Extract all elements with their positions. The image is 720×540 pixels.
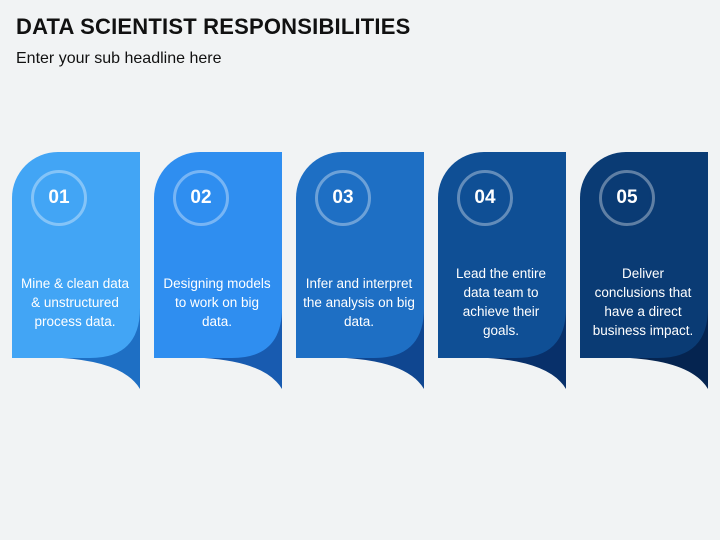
step-card-1: 01 Mine & clean data & unstructured proce… <box>12 152 140 389</box>
step-number-badge: 05 <box>599 170 655 226</box>
step-number: 04 <box>462 175 508 221</box>
step-description: Mine & clean data & unstructured process… <box>20 275 130 329</box>
step-description: Designing models to work on big data. <box>163 275 271 329</box>
step-description: Deliver conclusions that have a direct b… <box>592 266 694 338</box>
card-tail-shadow <box>346 282 424 389</box>
step-card-2: 02 Designing models to work on big data. <box>154 152 282 389</box>
step-number-badge: 02 <box>173 170 229 226</box>
card-tail-shadow <box>630 282 708 389</box>
step-number-badge: 01 <box>31 170 87 226</box>
step-number: 05 <box>604 175 650 221</box>
step-description: Infer and interpret the analysis on big … <box>303 275 415 329</box>
step-card-5: 05 Deliver conclusions that have a direct… <box>580 152 708 389</box>
step-number: 03 <box>320 175 366 221</box>
step-description: Lead the entire data team to achieve the… <box>455 266 547 338</box>
step-number-badge: 04 <box>457 170 513 226</box>
card-tail-shadow <box>204 282 282 389</box>
card-tail-shadow <box>488 282 566 389</box>
step-card-3: 03 Infer and interpret the analysis on bi… <box>296 152 424 389</box>
card-tail-shadow <box>62 282 140 389</box>
step-card-4: 04 Lead the entire data team to achieve t… <box>438 152 566 389</box>
page-subtitle: Enter your sub headline here <box>16 50 222 67</box>
step-number: 01 <box>36 175 82 221</box>
page-title: DATA SCIENTIST RESPONSIBILITIES <box>16 14 411 39</box>
step-number: 02 <box>178 175 224 221</box>
step-number-badge: 03 <box>315 170 371 226</box>
